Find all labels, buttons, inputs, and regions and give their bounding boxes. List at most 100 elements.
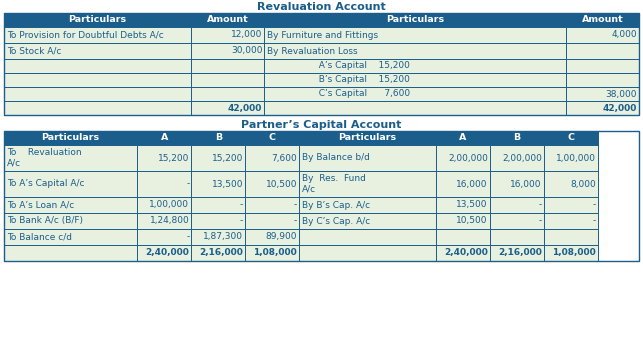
Bar [192,13,264,27]
Bar [490,145,544,171]
Bar [544,245,598,261]
Text: 1,24,800: 1,24,800 [150,217,189,226]
Bar [566,87,639,101]
Bar [566,73,639,87]
Text: B: B [513,134,520,143]
Bar [4,229,138,245]
Bar [4,87,192,101]
Bar [544,145,598,171]
Bar [436,245,490,261]
Bar [264,27,566,43]
Text: -: - [538,200,542,209]
Bar [299,229,436,245]
Text: -: - [186,233,189,242]
Text: C: C [567,134,574,143]
Bar [192,43,264,59]
Bar [138,171,192,197]
Text: 15,200: 15,200 [212,154,243,163]
Bar [245,213,299,229]
Text: A: A [161,134,168,143]
Text: Amount: Amount [207,16,249,25]
Bar [192,197,245,213]
Text: 10,500: 10,500 [457,217,488,226]
Text: C: C [269,134,276,143]
Bar [192,171,245,197]
Bar [299,197,436,213]
Bar [192,213,245,229]
Bar [4,245,138,261]
Bar [192,101,264,115]
Bar [192,229,245,245]
Text: 10,500: 10,500 [266,180,297,189]
Text: To Bank A/c (B/F): To Bank A/c (B/F) [7,217,83,226]
Bar [490,245,544,261]
Text: 2,16,000: 2,16,000 [498,248,542,257]
Bar [4,171,138,197]
Bar [299,245,436,261]
Bar [4,43,192,59]
Text: To Provision for Doubtful Debts A/c: To Provision for Doubtful Debts A/c [7,30,164,39]
Bar [264,59,566,73]
Text: 1,08,000: 1,08,000 [552,248,595,257]
Bar [138,197,192,213]
Bar [490,213,544,229]
Text: 42,000: 42,000 [228,103,262,112]
Bar [566,13,639,27]
Bar [245,229,299,245]
Bar [138,229,192,245]
Bar [566,27,639,43]
Bar [436,197,490,213]
Text: -: - [186,180,189,189]
Text: To A’s Loan A/c: To A’s Loan A/c [7,200,74,209]
Text: 2,00,000: 2,00,000 [448,154,488,163]
Bar [245,171,299,197]
Text: 2,40,000: 2,40,000 [145,248,189,257]
Text: By Furniture and Fittings: By Furniture and Fittings [267,30,379,39]
Text: 7,600: 7,600 [271,154,297,163]
Bar [4,101,192,115]
Bar [4,131,138,145]
Text: Particulars: Particulars [338,134,397,143]
Bar [544,229,598,245]
Bar [490,197,544,213]
Bar [192,73,264,87]
Text: 8,000: 8,000 [570,180,595,189]
Bar [490,131,544,145]
Text: Partner’s Capital Account: Partner’s Capital Account [241,120,402,130]
Text: 89,900: 89,900 [266,233,297,242]
Text: 2,40,000: 2,40,000 [444,248,488,257]
Bar [4,197,138,213]
Text: B: B [215,134,222,143]
Text: -: - [240,217,243,226]
Bar [566,101,639,115]
Text: To Balance c/d: To Balance c/d [7,233,72,242]
Text: To Stock A/c: To Stock A/c [7,46,61,55]
Bar [299,171,436,197]
Text: 16,000: 16,000 [457,180,488,189]
Bar [4,27,192,43]
Text: Particulars: Particulars [42,134,100,143]
Bar [4,59,192,73]
Text: By C’s Cap. A/c: By C’s Cap. A/c [302,217,370,226]
Bar [264,73,566,87]
Text: A: A [459,134,466,143]
Bar [436,229,490,245]
Bar [4,213,138,229]
Bar [436,131,490,145]
Bar [490,171,544,197]
Text: By B’s Cap. A/c: By B’s Cap. A/c [302,200,370,209]
Text: By Balance b/d: By Balance b/d [302,154,370,163]
Bar [4,13,639,115]
Text: C’s Capital      7,600: C’s Capital 7,600 [267,90,410,99]
Bar [544,213,598,229]
Bar [299,213,436,229]
Bar [245,245,299,261]
Text: -: - [592,200,595,209]
Bar [264,87,566,101]
Bar [436,145,490,171]
Text: Amount: Amount [582,16,623,25]
Bar [192,145,245,171]
Bar [192,131,245,145]
Bar [192,245,245,261]
Text: 13,500: 13,500 [212,180,243,189]
